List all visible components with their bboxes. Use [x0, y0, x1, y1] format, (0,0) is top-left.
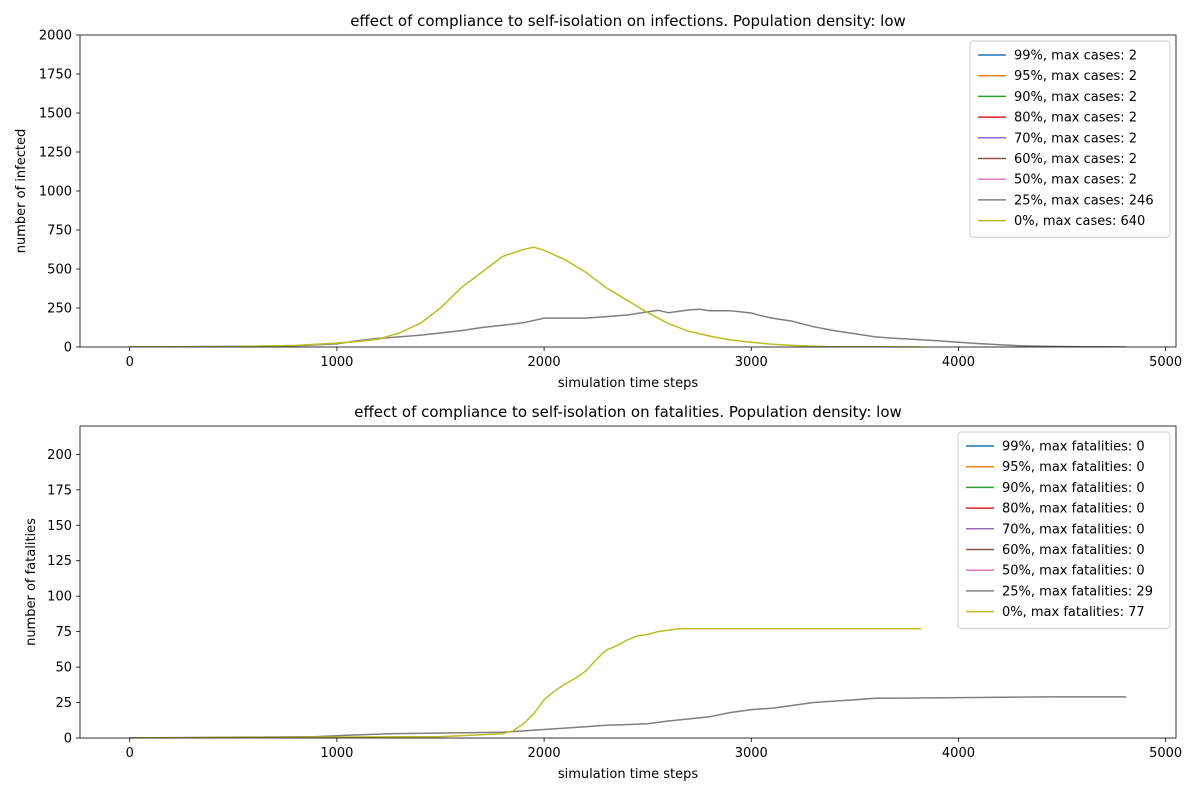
legend-entry: 60%, max fatalities: 0	[1002, 543, 1145, 558]
y-axis-label: number of infected	[14, 129, 29, 253]
series-line-9	[129, 628, 922, 738]
legend-entry: 99%, max fatalities: 0	[1002, 440, 1145, 455]
legend-entry: 50%, max cases: 2	[1014, 173, 1137, 188]
x-axis-label: simulation time steps	[558, 376, 699, 391]
x-tick-label: 1000	[320, 746, 353, 761]
y-tick-label: 1500	[39, 107, 72, 122]
legend-entry: 90%, max fatalities: 0	[1002, 481, 1145, 496]
series-line-9	[129, 246, 922, 347]
x-axis-label: simulation time steps	[558, 767, 699, 782]
y-axis-label: number of fatalities	[24, 518, 39, 646]
series-line-8	[129, 308, 1127, 347]
y-tick-label: 200	[47, 448, 72, 463]
legend-entry: 99%, max cases: 2	[1014, 49, 1137, 64]
legend-entry: 70%, max fatalities: 0	[1002, 522, 1145, 537]
chart-panel-2: effect of compliance to self-isolation o…	[24, 403, 1182, 782]
y-tick-label: 0	[64, 732, 72, 747]
axes-frame	[79, 425, 1177, 739]
legend-entry: 25%, max fatalities: 29	[1002, 584, 1153, 599]
y-tick-label: 500	[47, 263, 72, 278]
chart-panel-1: effect of compliance to self-isolation o…	[14, 12, 1182, 391]
legend-entry: 90%, max cases: 2	[1014, 90, 1137, 105]
y-tick-label: 2000	[39, 29, 72, 44]
y-tick-label: 250	[47, 302, 72, 317]
series-lines	[129, 628, 1127, 738]
legend-box	[957, 431, 1171, 629]
legend: 99%, max cases: 2 95%, max cases: 2 90%, m…	[969, 40, 1171, 238]
x-tick-label: 5000	[1149, 355, 1182, 370]
legend-entry: 70%, max cases: 2	[1014, 131, 1137, 146]
legend-entry: 50%, max fatalities: 0	[1002, 564, 1145, 579]
y-tick-label: 0	[64, 341, 72, 356]
legend-entry: 95%, max fatalities: 0	[1002, 460, 1145, 475]
y-tick-label: 1000	[39, 185, 72, 200]
x-tick-label: 3000	[735, 746, 768, 761]
x-tick-label: 5000	[1149, 746, 1182, 761]
x-tick-label: 0	[126, 746, 134, 761]
legend-entry: 95%, max cases: 2	[1014, 69, 1137, 84]
y-tick-label: 150	[47, 519, 72, 534]
y-tick-label: 100	[47, 590, 72, 605]
legend-entry: 80%, max fatalities: 0	[1002, 502, 1145, 517]
x-tick-label: 1000	[320, 355, 353, 370]
legend-entry: 60%, max cases: 2	[1014, 152, 1137, 167]
legend: 99%, max fatalities: 0 95%, max fatalitie…	[957, 431, 1171, 629]
chart-title: effect of compliance to self-isolation o…	[354, 403, 902, 421]
x-tick-label: 3000	[735, 355, 768, 370]
legend-box	[969, 40, 1171, 238]
y-tick-label: 125	[47, 554, 72, 569]
y-tick-label: 1250	[39, 146, 72, 161]
x-tick-label: 0	[126, 355, 134, 370]
series-line-8	[129, 696, 1127, 738]
y-tick-label: 175	[47, 483, 72, 498]
chart-title: effect of compliance to self-isolation o…	[350, 12, 906, 30]
y-tick-label: 25	[55, 696, 72, 711]
y-tick-label: 75	[55, 625, 72, 640]
x-tick-label: 4000	[942, 746, 975, 761]
legend-entry: 0%, max fatalities: 77	[1002, 605, 1145, 620]
x-tick-label: 4000	[942, 355, 975, 370]
y-tick-label: 1750	[39, 68, 72, 83]
y-tick-label: 750	[47, 224, 72, 239]
legend-entry: 25%, max cases: 246	[1014, 193, 1154, 208]
legend-entry: 80%, max cases: 2	[1014, 111, 1137, 126]
legend-entry: 0%, max cases: 640	[1014, 214, 1145, 229]
x-tick-label: 2000	[528, 746, 561, 761]
series-lines	[129, 246, 1127, 347]
y-tick-label: 50	[55, 661, 72, 676]
x-tick-label: 2000	[528, 355, 561, 370]
